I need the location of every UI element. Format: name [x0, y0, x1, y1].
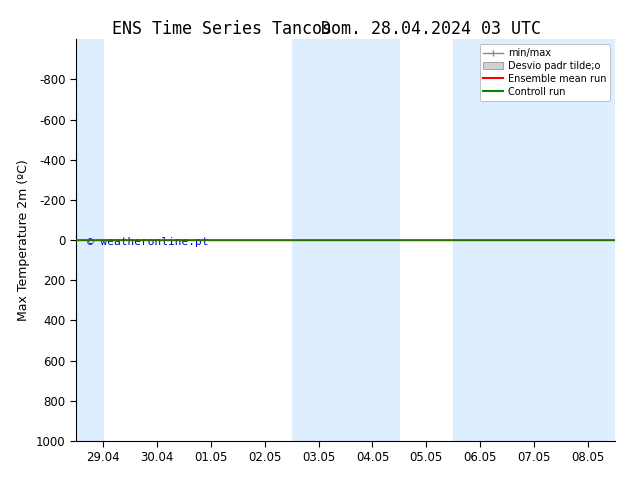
Legend: min/max, Desvio padr tilde;o, Ensemble mean run, Controll run: min/max, Desvio padr tilde;o, Ensemble m…: [479, 44, 610, 100]
Bar: [453, 39, 615, 441]
Text: © weatheronline.pt: © weatheronline.pt: [87, 237, 209, 247]
Bar: [292, 39, 399, 441]
Y-axis label: Max Temperature 2m (ºC): Max Temperature 2m (ºC): [18, 159, 30, 321]
Text: ENS Time Series Tancos: ENS Time Series Tancos: [112, 20, 332, 38]
Bar: [76, 39, 103, 441]
Text: Dom. 28.04.2024 03 UTC: Dom. 28.04.2024 03 UTC: [321, 20, 541, 38]
